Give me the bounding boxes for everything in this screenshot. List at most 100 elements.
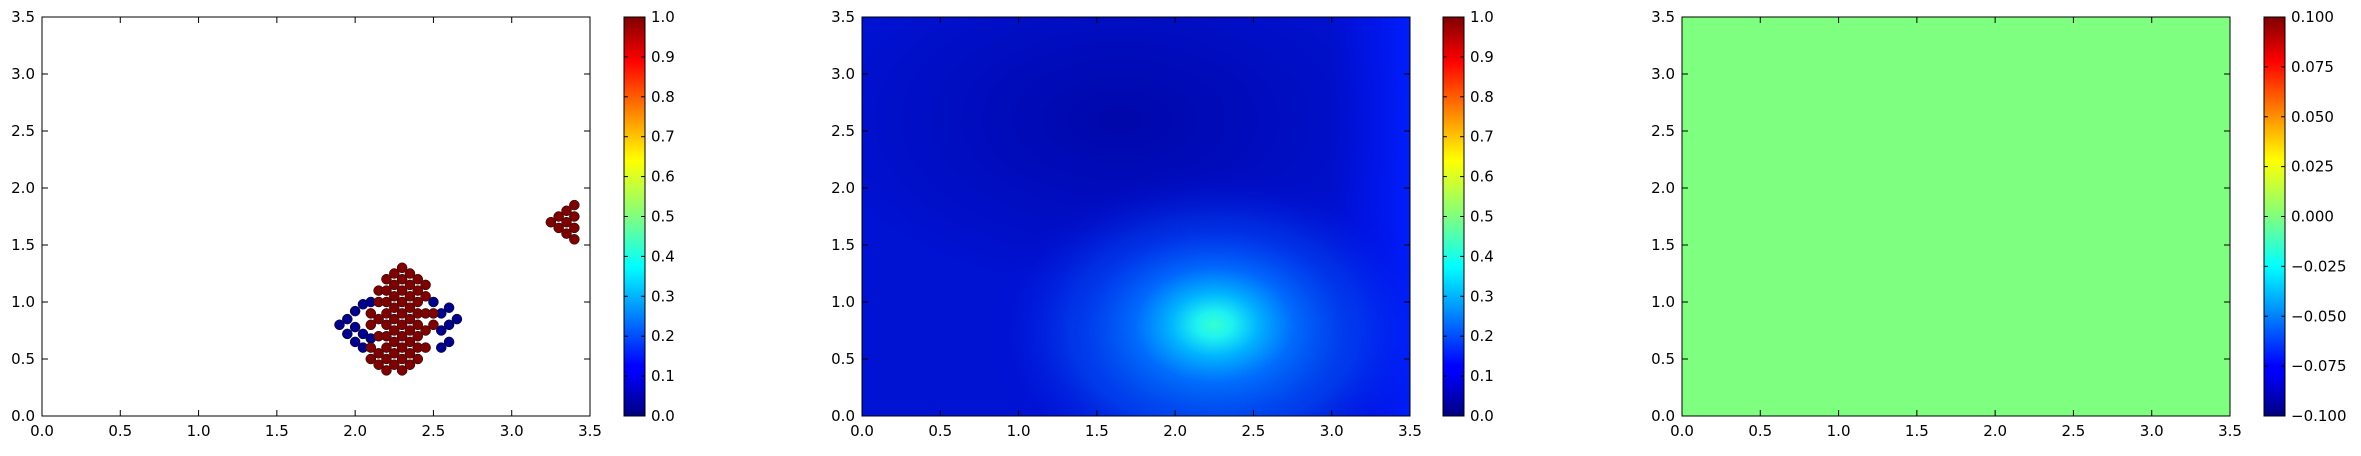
x-tick-label: 1.0 [1007,422,1031,440]
scatter-point [404,336,416,348]
colorbar-tick-label: 0.6 [1470,168,1494,186]
scatter-point [381,296,392,308]
x-tick-label: 1.5 [265,422,289,440]
y-tick-label: 0.0 [1651,407,1675,425]
scatter-point [396,308,408,319]
colorbar-tick-label: 0.4 [1470,247,1494,265]
scatter-point [404,348,416,359]
scatter-point [404,268,416,279]
y-axis: 0.0 0.5 1.0 1.5 2.0 2.5 3.0 3.5 [11,8,590,425]
scatter-point [381,330,392,342]
scatter-point [381,308,392,319]
scatter-point [412,296,424,308]
scatter-point [451,313,463,325]
colorbar-tick-label: 0.100 [2291,8,2334,26]
scatter-point [420,325,431,336]
constant-heatmap-panel: 0.0 0.5 1.0 1.5 2.0 2.5 3.0 3.5 0.0 0.5 1.0 1.5 2.0… [1651,8,2346,440]
x-tick-label: 0.5 [928,422,952,440]
x-tick-label: 2.0 [1163,422,1187,440]
scatter-point [412,273,424,285]
scatter-point [569,211,580,222]
scatter-point [404,279,416,291]
colorbar-tick-label: 0.9 [651,48,675,66]
y-tick-label: 3.5 [1651,8,1675,26]
y-tick-label: 0.0 [831,407,855,425]
scatter-point [420,279,431,291]
scatter-point [561,216,572,228]
y-tick-label: 2.5 [1651,122,1675,140]
heatmap-field [1682,17,2230,416]
scatter-point [373,348,384,359]
y-tick-label: 3.5 [11,8,35,26]
x-axis: 0.0 0.5 1.0 1.5 2.0 2.5 3.0 3.5 [850,17,1422,440]
y-tick-label: 2.0 [1651,179,1675,197]
plot-frame [41,16,591,417]
y-tick-label: 1.5 [831,236,855,254]
x-tick-label: 0.0 [1670,422,1694,440]
scatter-point [389,348,400,359]
x-tick-label: 2.5 [1241,422,1265,440]
x-tick-label: 2.0 [1983,422,2007,440]
scatter-point [404,313,416,325]
scatter-point [381,285,392,296]
colorbar-tick-label: 0.0 [651,407,675,425]
x-axis: 0.0 0.5 1.0 1.5 2.0 2.5 3.0 3.5 [30,17,602,440]
x-tick-label: 3.0 [2140,422,2164,440]
y-tick-label: 0.5 [1651,350,1675,368]
x-tick-label: 2.5 [2061,422,2085,440]
scatter-point [389,279,400,291]
scatter-point [396,273,408,285]
x-tick-label: 3.5 [1398,422,1422,440]
scatter-point [389,268,400,279]
x-tick-label: 0.0 [30,422,54,440]
y-axis: 0.0 0.5 1.0 1.5 2.0 2.5 3.0 3.5 [831,8,1410,425]
colorbar-tick-label: 0.1 [1470,367,1494,385]
heatmap-peak [1069,219,1360,416]
x-tick-label: 2.5 [421,422,445,440]
y-axis: 0.0 0.5 1.0 1.5 2.0 2.5 3.0 3.5 [1651,8,2230,425]
scatter-point [396,353,408,365]
scatter-point [334,319,345,331]
colorbar-tick-label: 0.075 [2291,58,2334,76]
x-tick-label: 3.0 [1320,422,1344,440]
colorbar-tick-label: 0.9 [1470,48,1494,66]
scatter-point [428,308,439,319]
scatter-point [389,302,400,313]
colorbar-ticks: 0.0 0.1 0.2 0.3 0.4 0.5 0.6 0.7 0.8 0.9 1.0 [1443,8,1494,425]
scatter-point [404,359,416,370]
colorbar-tick-label: 0.025 [2291,158,2334,176]
scatter-point [396,296,408,308]
scatter-point [357,328,369,340]
y-tick-label: 1.0 [1651,293,1675,311]
scatter-point [342,313,353,325]
scatter-point [412,319,424,331]
x-tick-label: 3.0 [500,422,524,440]
scatter-panel: 0.0 0.5 1.0 1.5 2.0 2.5 3.0 3.5 0.0 0.5 1.0 1.5 2.0… [11,8,675,440]
colorbar-tick-label: −0.075 [2291,357,2347,375]
scatter-point [381,273,392,285]
scatter-point [381,353,392,365]
scatter-point [389,313,400,325]
scatter-point [569,199,580,211]
colorbar-tick-label: −0.100 [2291,407,2347,425]
scatter-point [436,325,447,336]
heatmap-panel: 0.0 0.5 1.0 1.5 2.0 2.5 3.0 3.5 0.0 0.5 1.0 1.5 2.0… [831,8,1494,440]
scatter-point [412,353,424,365]
x-tick-label: 0.5 [1748,422,1772,440]
x-tick-label: 1.0 [1827,422,1851,440]
scatter-point [420,342,431,353]
y-tick-label: 2.0 [11,179,35,197]
scatter-point [389,291,400,302]
scatter-point [553,211,564,222]
y-tick-label: 0.0 [11,407,35,425]
scatter-point [443,319,455,331]
colorbar-tick-label: 0.5 [651,208,675,226]
colorbar-tick-label: 0.0 [1470,407,1494,425]
scatter-point [561,228,572,239]
scatter-point [412,330,424,342]
scatter-point [553,222,564,234]
colorbar-tick-label: 0.3 [651,287,675,305]
colorbar-tick-label: 0.000 [2291,208,2334,226]
colorbar-tick-label: 0.2 [651,327,675,345]
x-tick-label: 3.5 [578,422,602,440]
